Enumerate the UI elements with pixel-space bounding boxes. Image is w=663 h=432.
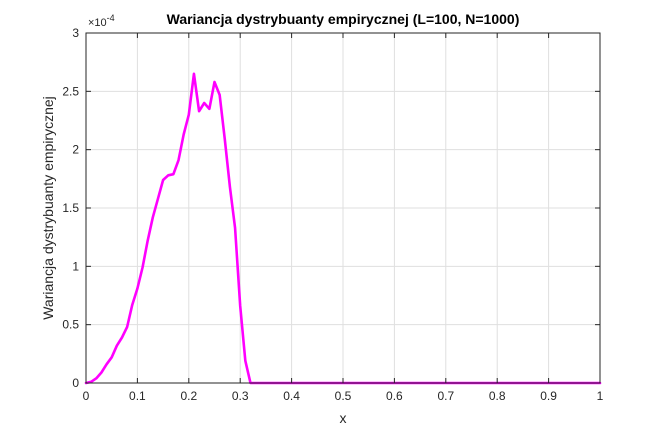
- chart-title: Wariancja dystrybuanty empirycznej (L=10…: [167, 11, 520, 27]
- grid-lines: [86, 33, 600, 383]
- y-tick-label: 3: [72, 26, 79, 40]
- y-exponent-label: ×10-4: [88, 13, 115, 29]
- y-tick-label: 2.5: [62, 84, 79, 98]
- x-tick-label: 0.2: [180, 389, 197, 403]
- x-tick-label: 0.3: [232, 389, 249, 403]
- x-tick-label: 0: [83, 389, 90, 403]
- x-axis-label: x: [340, 410, 347, 426]
- x-tick-label: 0.1: [129, 389, 146, 403]
- x-tick-label: 1: [597, 389, 604, 403]
- y-tick-label: 0.5: [62, 318, 79, 332]
- y-exponent-base: ×10: [88, 17, 107, 29]
- y-tick-label: 1.5: [62, 201, 79, 215]
- x-tick-label: 0.5: [335, 389, 352, 403]
- y-tick-label: 2: [72, 143, 79, 157]
- y-tick-labels: 0 0.5 1 1.5 2 2.5 3: [62, 26, 79, 390]
- x-tick-labels: 0 0.1 0.2 0.3 0.4 0.5 0.6 0.7 0.8 0.9 1: [83, 389, 604, 403]
- y-exponent-power: -4: [107, 13, 115, 23]
- x-tick-label: 0.7: [437, 389, 454, 403]
- axis-ticks: [85, 32, 601, 384]
- x-tick-label: 0.6: [386, 389, 403, 403]
- y-tick-label: 1: [72, 259, 79, 273]
- x-tick-label: 0.4: [283, 389, 300, 403]
- x-tick-label: 0.8: [489, 389, 506, 403]
- y-tick-label: 0: [72, 376, 79, 390]
- x-tick-label: 0.9: [540, 389, 557, 403]
- y-axis-label: Wariancja dystrybuanty empirycznej: [40, 96, 56, 320]
